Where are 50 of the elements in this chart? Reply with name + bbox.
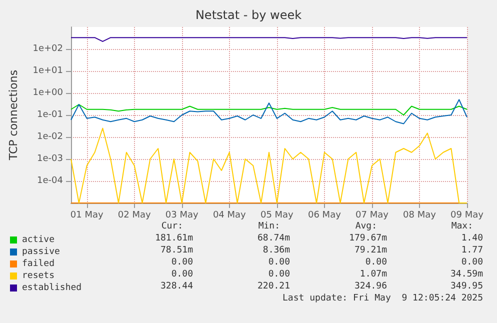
text: 0.00 (268, 258, 290, 268)
y-tick-label: 1e-04 (37, 176, 64, 186)
legend-label: active (22, 235, 55, 245)
text: 220.21 (257, 282, 290, 292)
line-series (70, 104, 468, 116)
x-tick-label: 02 May (118, 210, 152, 220)
line-series (70, 99, 468, 124)
x-tick-label: 08 May (403, 210, 437, 220)
text: 0.00 (365, 258, 388, 268)
x-tick-label: 05 May (260, 210, 294, 220)
legend-label: resets (22, 271, 55, 281)
x-tick-label: 09 May (450, 210, 484, 220)
y-tick-label: 1e+02 (32, 44, 63, 54)
text: 0.00 (171, 258, 194, 268)
legend-label: failed (22, 259, 55, 269)
y-tick-label: 1e-03 (37, 154, 63, 164)
text: 8.36m (262, 246, 290, 256)
text: 34.59m (450, 270, 484, 280)
text: 1.77 (461, 246, 484, 256)
y-tick-label: 1e-01 (37, 110, 63, 120)
y-tick-label: 1e+00 (32, 88, 64, 98)
legend-label: passive (22, 247, 60, 257)
x-tick-label: 06 May (308, 210, 342, 220)
text: 328.44 (160, 282, 194, 292)
x-tick-label: 01 May (70, 210, 104, 220)
text: Max: (451, 222, 474, 232)
text: 0.00 (171, 270, 194, 280)
legend-label: established (22, 283, 82, 293)
text: 1.40 (461, 234, 484, 244)
text: 0.00 (268, 270, 290, 280)
text: 324.96 (354, 282, 388, 292)
text: Min: (258, 222, 280, 232)
text: Cur: (161, 222, 184, 232)
y-tick-label: 1e-02 (37, 132, 63, 142)
text: 78.51m (160, 246, 194, 256)
text: 179.67m (349, 234, 388, 244)
text: 79.21m (354, 246, 388, 256)
x-tick-label: 07 May (356, 210, 390, 220)
text: Avg: (355, 222, 378, 232)
text: 181.61m (155, 234, 194, 244)
text: 0.00 (461, 258, 484, 268)
y-tick-label: 1e+01 (32, 66, 63, 76)
text: Last update: Fri May 9 12:05:24 2025 (282, 294, 483, 304)
chart-title: Netstat - by week (195, 8, 302, 22)
x-tick-label: 03 May (165, 210, 200, 220)
text: 68.74m (257, 234, 290, 244)
x-tick-label: 04 May (212, 210, 247, 220)
text: 349.95 (450, 282, 484, 292)
y-axis-title: TCP connections (7, 70, 20, 162)
text: 1.07m (360, 270, 387, 280)
